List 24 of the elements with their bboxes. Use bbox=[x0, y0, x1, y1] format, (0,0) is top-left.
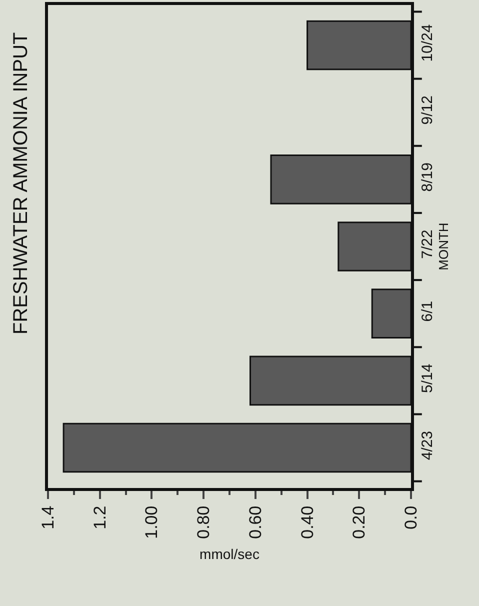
bar bbox=[62, 422, 411, 473]
y-tick-label: 8/19 bbox=[419, 162, 436, 192]
bar bbox=[249, 356, 411, 406]
x-tick-label: 1.2 bbox=[90, 506, 110, 530]
y-axis-title: MONTH bbox=[436, 222, 451, 270]
x-tick-label: 1.00 bbox=[142, 506, 162, 539]
x-tick-label: 0.40 bbox=[298, 506, 317, 539]
x-tick-label: 0.0 bbox=[402, 506, 421, 530]
y-tick-label: 10/24 bbox=[419, 24, 436, 62]
x-tick-label: 0.80 bbox=[194, 506, 214, 539]
x-tick-label: 1.4 bbox=[38, 506, 58, 530]
y-tick-label: 9/12 bbox=[419, 95, 436, 125]
x-tick-label: 0.60 bbox=[246, 506, 265, 539]
y-tick-label: 7/22 bbox=[419, 230, 436, 259]
y-tick-label: 5/14 bbox=[419, 364, 436, 394]
x-axis-title: mmol/sec bbox=[200, 546, 260, 562]
text: FRESHWATER AMMONIA INPUT bbox=[10, 32, 32, 334]
y-tick-label: 6/1 bbox=[419, 300, 436, 322]
x-tick-label: 0.20 bbox=[350, 506, 369, 539]
bar bbox=[270, 154, 411, 204]
bar bbox=[306, 20, 411, 70]
bar bbox=[371, 288, 411, 338]
y-tick-label: 4/23 bbox=[419, 430, 436, 460]
bar bbox=[338, 222, 411, 272]
